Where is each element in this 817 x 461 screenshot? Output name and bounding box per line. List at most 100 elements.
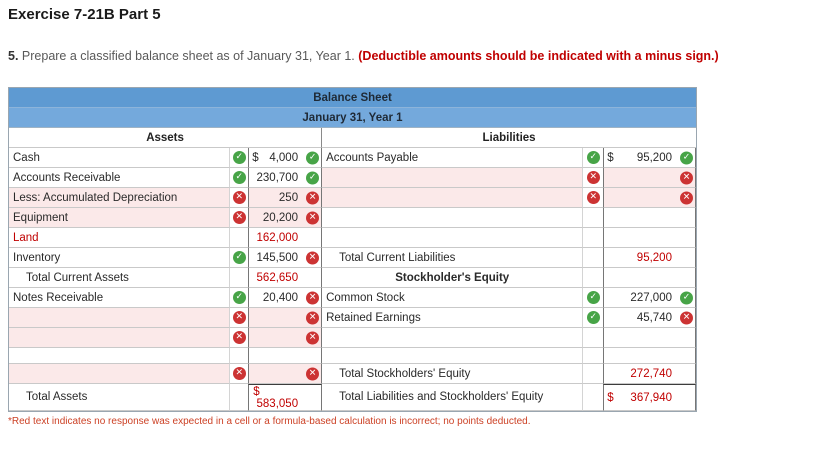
balance-sheet-row: Less: Accumulated Depreciation ✕ 250 ✕ ✕ ✕ <box>9 188 696 208</box>
page-title: Exercise 7-21B Part 5 <box>8 6 161 23</box>
asset-value-cell[interactable]: ✕ <box>248 364 323 384</box>
x-circle-icon: ✕ <box>306 211 320 224</box>
liability-value-cell[interactable] <box>603 228 696 248</box>
x-circle-icon: ✕ <box>680 311 693 324</box>
balance-sheet-table: Balance Sheet January 31, Year 1 Assets … <box>8 87 697 412</box>
value-text: 250 <box>278 191 299 204</box>
liability-value-cell[interactable] <box>603 348 696 364</box>
assets-header: Assets <box>9 128 323 148</box>
x-circle-icon: ✕ <box>306 311 320 324</box>
label-status-cell <box>230 384 249 411</box>
asset-value-cell: 562,650 <box>248 268 323 288</box>
label-status-cell <box>230 228 249 248</box>
label-status-cell: ✕ <box>583 168 604 188</box>
liability-label-cell[interactable] <box>322 188 584 208</box>
asset-value-cell: 162,000 <box>248 228 323 248</box>
asset-label-cell[interactable]: Inventory <box>9 248 231 268</box>
x-circle-icon: ✕ <box>232 331 246 344</box>
liability-value-cell[interactable] <box>603 268 696 288</box>
label-status-cell <box>583 248 604 268</box>
label-status-cell <box>583 268 604 288</box>
value-text: 20,200 <box>262 211 299 224</box>
liability-label-cell[interactable] <box>322 228 584 248</box>
label-status-cell <box>583 384 604 411</box>
instruction-text: Prepare a classified balance sheet as of… <box>18 49 359 63</box>
value-text: 583,050 <box>256 398 299 410</box>
label-status-cell <box>583 328 604 348</box>
asset-value-cell[interactable]: 20,400 ✕ <box>248 288 323 308</box>
asset-label-cell: Total Assets <box>9 384 231 411</box>
currency-prefix: $ <box>607 391 614 404</box>
liabilities-header: Liabilities <box>322 128 696 148</box>
asset-label-cell[interactable]: Cash <box>9 148 231 168</box>
liability-label-cell[interactable]: Common Stock <box>322 288 584 308</box>
asset-value-cell: $583,050 <box>248 384 323 411</box>
currency-prefix: $ <box>607 151 614 164</box>
liability-label-cell: Total Current Liabilities <box>322 248 584 268</box>
asset-label-cell[interactable] <box>9 348 231 364</box>
asset-value-cell[interactable]: ✕ <box>248 308 323 328</box>
liability-label-cell[interactable]: Accounts Payable <box>322 148 584 168</box>
label-status-cell <box>583 228 604 248</box>
liability-value-cell[interactable]: ✕ <box>603 188 696 208</box>
asset-label-cell[interactable] <box>9 308 231 328</box>
liability-value-cell[interactable]: 227,000 ✓ <box>603 288 696 308</box>
check-circle-icon: ✓ <box>680 291 693 304</box>
asset-label-cell[interactable]: Equipment <box>9 208 231 228</box>
check-circle-icon: ✓ <box>232 151 246 164</box>
liability-label-cell[interactable] <box>322 328 584 348</box>
label-status-cell <box>230 348 249 364</box>
check-circle-icon: ✓ <box>586 311 600 324</box>
value-text: 162,000 <box>256 231 299 244</box>
liability-label-cell[interactable] <box>322 348 584 364</box>
asset-label-cell[interactable] <box>9 328 231 348</box>
liability-value-cell[interactable]: ✕ <box>603 168 696 188</box>
balance-sheet-row: Land 162,000 <box>9 228 696 248</box>
asset-label-cell[interactable]: Notes Receivable <box>9 288 231 308</box>
value-text: 227,000 <box>630 291 672 304</box>
label-status-cell <box>583 364 604 384</box>
asset-label-cell[interactable]: Accounts Receivable <box>9 168 231 188</box>
liability-label-cell[interactable]: Retained Earnings <box>322 308 584 328</box>
asset-label-cell[interactable]: Less: Accumulated Depreciation <box>9 188 231 208</box>
value-text: 230,700 <box>256 171 299 184</box>
asset-value-cell[interactable]: 145,500 ✕ <box>248 248 323 268</box>
currency-prefix: $ <box>252 151 259 164</box>
x-circle-icon: ✕ <box>306 191 320 204</box>
asset-value-cell[interactable]: 250 ✕ <box>248 188 323 208</box>
liability-value-cell[interactable] <box>603 328 696 348</box>
asset-value-cell[interactable]: 20,200 ✕ <box>248 208 323 228</box>
balance-sheet-row: Total Assets $583,050 Total Liabilities an… <box>9 384 696 411</box>
liability-value-cell[interactable]: $95,200 ✓ <box>603 148 696 168</box>
label-status-cell: ✓ <box>230 168 249 188</box>
liability-value-cell[interactable] <box>603 208 696 228</box>
balance-sheet-row: ✕ ✕ <box>9 328 696 348</box>
asset-label-cell[interactable] <box>9 364 231 384</box>
column-headers: Assets Liabilities <box>9 128 696 148</box>
asset-value-cell[interactable]: 230,700 ✓ <box>248 168 323 188</box>
liability-value-cell[interactable]: 45,740 ✕ <box>603 308 696 328</box>
value-text: 95,200 <box>636 151 672 164</box>
asset-value-cell[interactable]: ✕ <box>248 328 323 348</box>
currency-prefix: $ <box>253 386 260 398</box>
instruction-number: 5. <box>8 49 19 63</box>
value-text: 562,650 <box>256 271 299 284</box>
label-status-cell: ✕ <box>230 308 249 328</box>
balance-sheet-row: ✕ ✕ Total Stockholders' Equity 272,740 <box>9 364 696 384</box>
value-text: 145,500 <box>256 251 299 264</box>
liability-label-cell[interactable] <box>322 168 584 188</box>
asset-value-cell[interactable]: $4,000 ✓ <box>248 148 323 168</box>
label-status-cell: ✓ <box>583 148 604 168</box>
label-status-cell: ✓ <box>583 308 604 328</box>
balance-sheet-row: Cash ✓ $4,000 ✓ Accounts Payable ✓ $95,200 ✓ <box>9 148 696 168</box>
balance-sheet-rows: Cash ✓ $4,000 ✓ Accounts Payable ✓ $95,200 ✓ Acc… <box>9 148 696 411</box>
balance-sheet-title: Balance Sheet <box>9 88 696 108</box>
liability-label-cell[interactable] <box>322 208 584 228</box>
asset-value-cell[interactable] <box>248 348 323 364</box>
check-circle-icon: ✓ <box>586 291 600 304</box>
instruction-emphasis: (Deductible amounts should be indicated … <box>358 49 719 63</box>
equity-section-header: Stockholder's Equity <box>322 268 584 288</box>
balance-sheet-row: ✕ ✕ Retained Earnings ✓ 45,740 ✕ <box>9 308 696 328</box>
instruction: 5. Prepare a classified balance sheet as… <box>8 49 817 63</box>
footnote: *Red text indicates no response was expe… <box>8 416 531 427</box>
